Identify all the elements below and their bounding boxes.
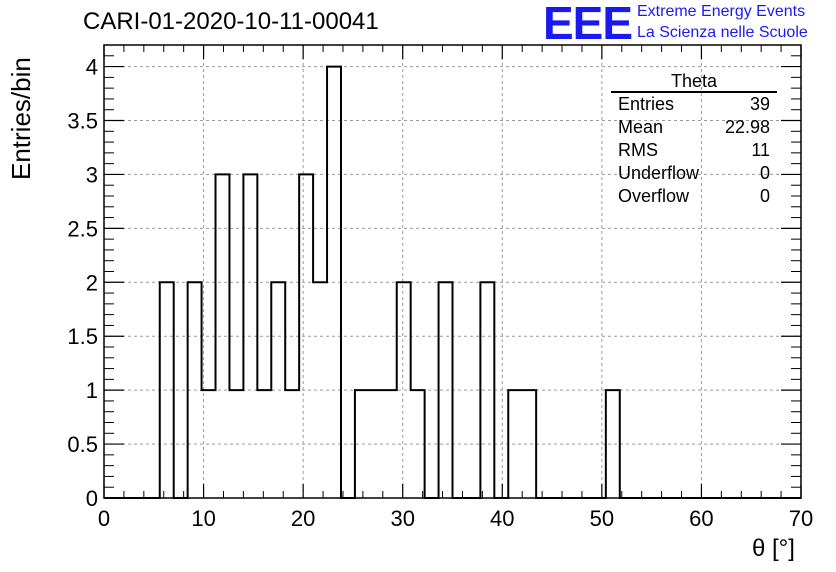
x-tick-label: 20 [291,506,315,531]
histogram-bin [299,174,313,498]
stats-value: 11 [751,140,770,160]
x-tick-label: 40 [490,506,514,531]
x-tick-label: 50 [590,506,614,531]
stats-row-mean: Mean 22.98 [611,116,777,139]
stats-value: 39 [749,94,770,114]
x-tick-label: 70 [789,506,813,531]
x-tick-label: 0 [98,506,110,531]
stats-value: 0 [759,186,770,206]
stats-label: RMS [618,140,658,160]
y-tick-label: 4 [86,55,98,80]
stats-value: 0 [759,163,770,183]
logo-caption-2: La Scienza nelle Scuole [637,24,808,41]
y-axis-label: Entries/bin [6,57,36,180]
y-tick-label: 1.5 [67,324,98,349]
histogram-bin [257,390,271,498]
y-tick-label: 0 [86,486,98,511]
tick-labels: 0 10 20 30 40 50 60 70 0 0.5 1 1.5 2 2.5 3 3.5 4 [67,55,813,531]
x-tick-label: 30 [390,506,414,531]
y-tick-label: 3.5 [67,109,98,134]
x-axis-label: θ [°] [752,535,795,562]
chart-title: CARI-01-2020-10-11-00041 [83,8,379,35]
x-tick-label: 60 [689,506,713,531]
stats-label: Underflow [618,163,700,183]
stats-row-entries: Entries 39 [611,93,777,116]
stats-row-rms: RMS 11 [611,139,777,162]
stats-row-overflow: Overflow 0 [611,185,777,208]
stats-value: 22.98 [724,117,770,137]
stats-label: Overflow [618,186,690,206]
logo-caption-1: Extreme Energy Events [637,3,806,20]
y-tick-label: 1 [86,378,98,403]
x-tick-label: 10 [191,506,215,531]
y-tick-label: 2 [86,270,98,295]
stats-label: Entries [618,94,675,114]
eee-logo: EEE [543,0,633,49]
y-tick-label: 0.5 [67,432,98,457]
histogram-bin [606,390,620,498]
stats-label: Mean [618,117,664,137]
y-tick-label: 3 [86,162,98,187]
histogram-bin [216,174,230,498]
y-tick-label: 2.5 [67,216,98,241]
stats-row-underflow: Underflow 0 [611,162,777,185]
stats-title: Theta [611,70,777,93]
axis-ticks [103,45,802,499]
stats-box: Theta Entries 39 Mean 22.98 RMS 11 Under… [611,70,777,208]
